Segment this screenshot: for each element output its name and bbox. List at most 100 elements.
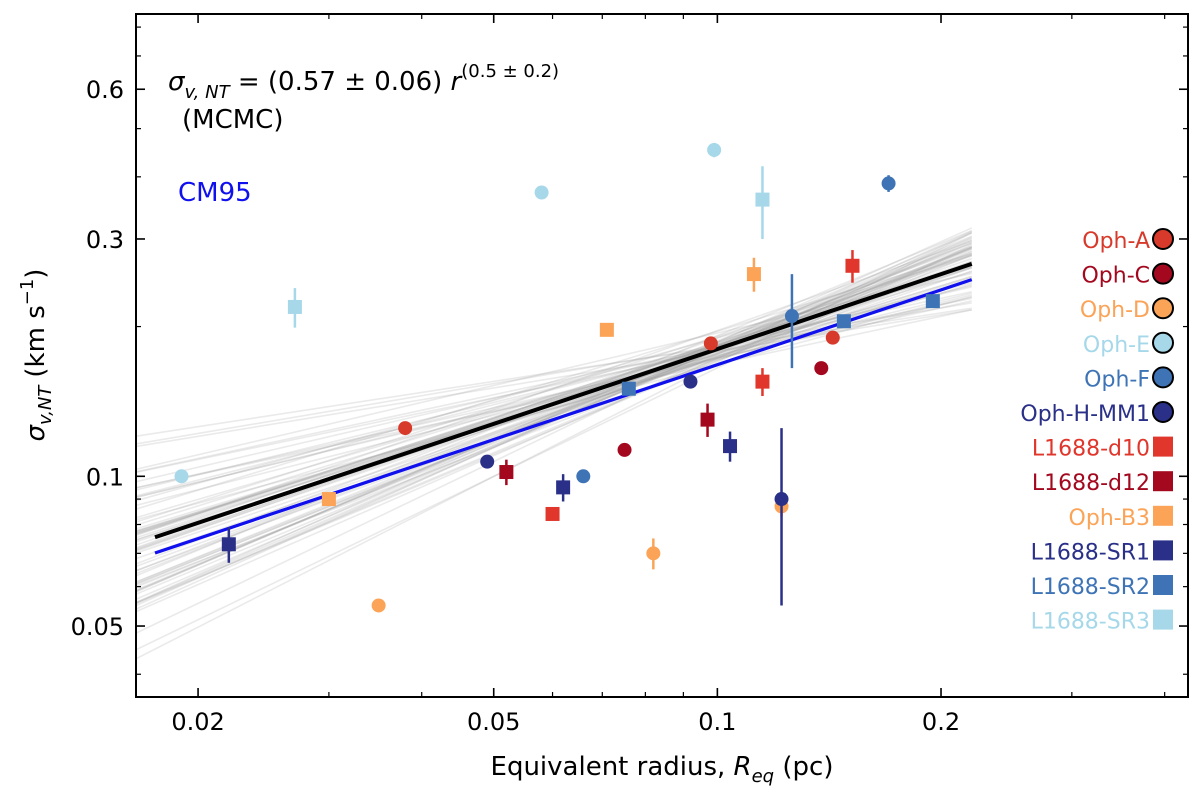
x-label-prefix: Equivalent radius, (491, 752, 734, 782)
mcmc-sample-line (136, 252, 973, 551)
fit-lines (154, 261, 973, 555)
point-oph-f (576, 469, 591, 484)
point-oph-a (398, 421, 413, 436)
point-oph-d (646, 546, 661, 561)
mcmc-sample-line (136, 246, 973, 613)
y-tick-label: 0.05 (71, 613, 124, 641)
point-oph-c (814, 361, 829, 376)
point-oph-h-mm1 (480, 454, 495, 469)
y-label-unit: (km s (21, 305, 51, 377)
legend-label-l1688-sr3: L1688-SR3 (1031, 610, 1150, 635)
y-label-sub: v,NT (35, 384, 56, 425)
point-oph-a (703, 336, 718, 351)
legend-label-oph-f: Oph-F (1084, 367, 1150, 392)
point-l1688-sr1 (221, 537, 236, 552)
x-tick-label: 0.05 (467, 708, 520, 736)
legend-label-oph-b3: Oph-B3 (1069, 506, 1150, 531)
legend-label-oph-h-mm1: Oph-H-MM1 (1020, 402, 1150, 427)
point-l1688-d12 (700, 412, 715, 427)
fit-eq-body: = (0.57 ± 0.06) (230, 67, 451, 97)
mcmc-sample-line (136, 260, 973, 535)
mcmc-sample-line (136, 261, 973, 572)
legend-label-oph-a: Oph-A (1082, 229, 1150, 254)
point-oph-h-mm1 (683, 374, 698, 389)
legend-label-l1688-d10: L1688-d10 (1032, 437, 1150, 462)
y-tick-label: 0.6 (86, 76, 124, 104)
mcmc-sample-line (136, 247, 973, 585)
mcmc-sample-line (136, 271, 972, 519)
fit-eq-sigma: σ (168, 67, 186, 97)
mcmc-sample-line (136, 237, 973, 593)
legend-marker-oph-h-mm1 (1152, 401, 1174, 423)
legend: Oph-A Oph-C Oph-D Oph-E Oph-F Oph-H-MM1 L1688-… (1020, 228, 1174, 635)
mcmc-sample-line (136, 261, 973, 587)
mcmc-sample-line (136, 254, 973, 541)
legend-label-oph-d: Oph-D (1080, 298, 1150, 323)
mcmc-sample-line (136, 290, 972, 473)
fit-line-mcmc (154, 261, 973, 540)
mcmc-sample-line (136, 252, 973, 510)
mcmc-sample-line (136, 241, 973, 591)
legend-marker-oph-c (1152, 262, 1174, 285)
point-oph-b3 (321, 492, 336, 507)
mcmc-sample-line (136, 235, 973, 592)
mcmc-sample-line (136, 253, 973, 605)
y-tick-label: 0.1 (86, 463, 124, 491)
x-tick-label: 0.1 (698, 708, 736, 736)
point-l1688-sr1 (556, 480, 571, 495)
point-l1688-sr1 (723, 439, 738, 454)
mcmc-sample-line (136, 284, 972, 491)
y-tick-label: 0.3 (86, 226, 124, 254)
legend-label-l1688-sr1: L1688-SR1 (1031, 540, 1150, 565)
y-axis-label: σv,NT (km s−1) (17, 269, 56, 442)
point-oph-a (825, 330, 840, 345)
mcmc-sample-line (136, 240, 973, 537)
point-oph-e (174, 469, 189, 484)
mcmc-sample-lines (136, 227, 973, 660)
mcmc-sample-line (136, 270, 973, 554)
point-oph-d (371, 598, 386, 613)
x-tick-label: 0.02 (171, 708, 224, 736)
y-label-exp: −1 (17, 279, 38, 306)
point-l1688-d10 (755, 374, 770, 389)
mcmc-sample-line (136, 281, 972, 497)
fit-eq-sub: v, NT (184, 82, 231, 103)
fit-method: (MCMC) (182, 105, 283, 135)
point-oph-e (534, 185, 549, 200)
mcmc-sample-line (136, 227, 973, 604)
fit-line-cm95 (154, 278, 973, 555)
mcmc-sample-line (136, 247, 973, 584)
mcmc-sample-line (136, 232, 973, 660)
point-l1688-d12 (499, 465, 514, 480)
fit-eq-exp: (0.5 ± 0.2) (461, 61, 559, 82)
point-l1688-d10 (845, 258, 860, 273)
legend-marker-l1688-sr2 (1153, 575, 1173, 595)
point-oph-e (707, 142, 722, 157)
axis-ticks: 0.02 0.05 0.1 0.2 0.05 0.1 0.3 0.6 (71, 14, 1188, 736)
legend-marker-oph-a (1152, 228, 1174, 250)
point-oph-b3 (746, 267, 761, 282)
mcmc-sample-line (136, 236, 973, 607)
point-oph-h-mm1 (774, 492, 789, 507)
mcmc-sample-line (136, 261, 973, 535)
legend-marker-oph-d (1152, 297, 1174, 320)
x-axis-label: Equivalent radius, Req (pc) (491, 752, 834, 786)
plot-background (136, 14, 1188, 697)
mcmc-sample-line (136, 294, 972, 507)
cm95-label: CM95 (178, 178, 252, 208)
legend-label-oph-e: Oph-E (1083, 333, 1150, 358)
y-label-close: ) (21, 269, 51, 279)
x-label-var: R (734, 752, 752, 782)
point-l1688-sr3 (755, 192, 770, 207)
point-oph-f (881, 176, 896, 191)
legend-marker-l1688-sr3 (1153, 609, 1173, 630)
legend-label-l1688-d12: L1688-d12 (1032, 471, 1150, 496)
mcmc-sample-line (136, 280, 973, 536)
legend-marker-l1688-d12 (1153, 471, 1173, 492)
x-label-suffix: (pc) (774, 752, 833, 782)
mcmc-sample-line (136, 267, 973, 560)
point-oph-c (617, 442, 632, 457)
mcmc-sample-line (136, 286, 972, 483)
legend-label-oph-c: Oph-C (1081, 264, 1150, 289)
mcmc-sample-line (136, 272, 972, 471)
